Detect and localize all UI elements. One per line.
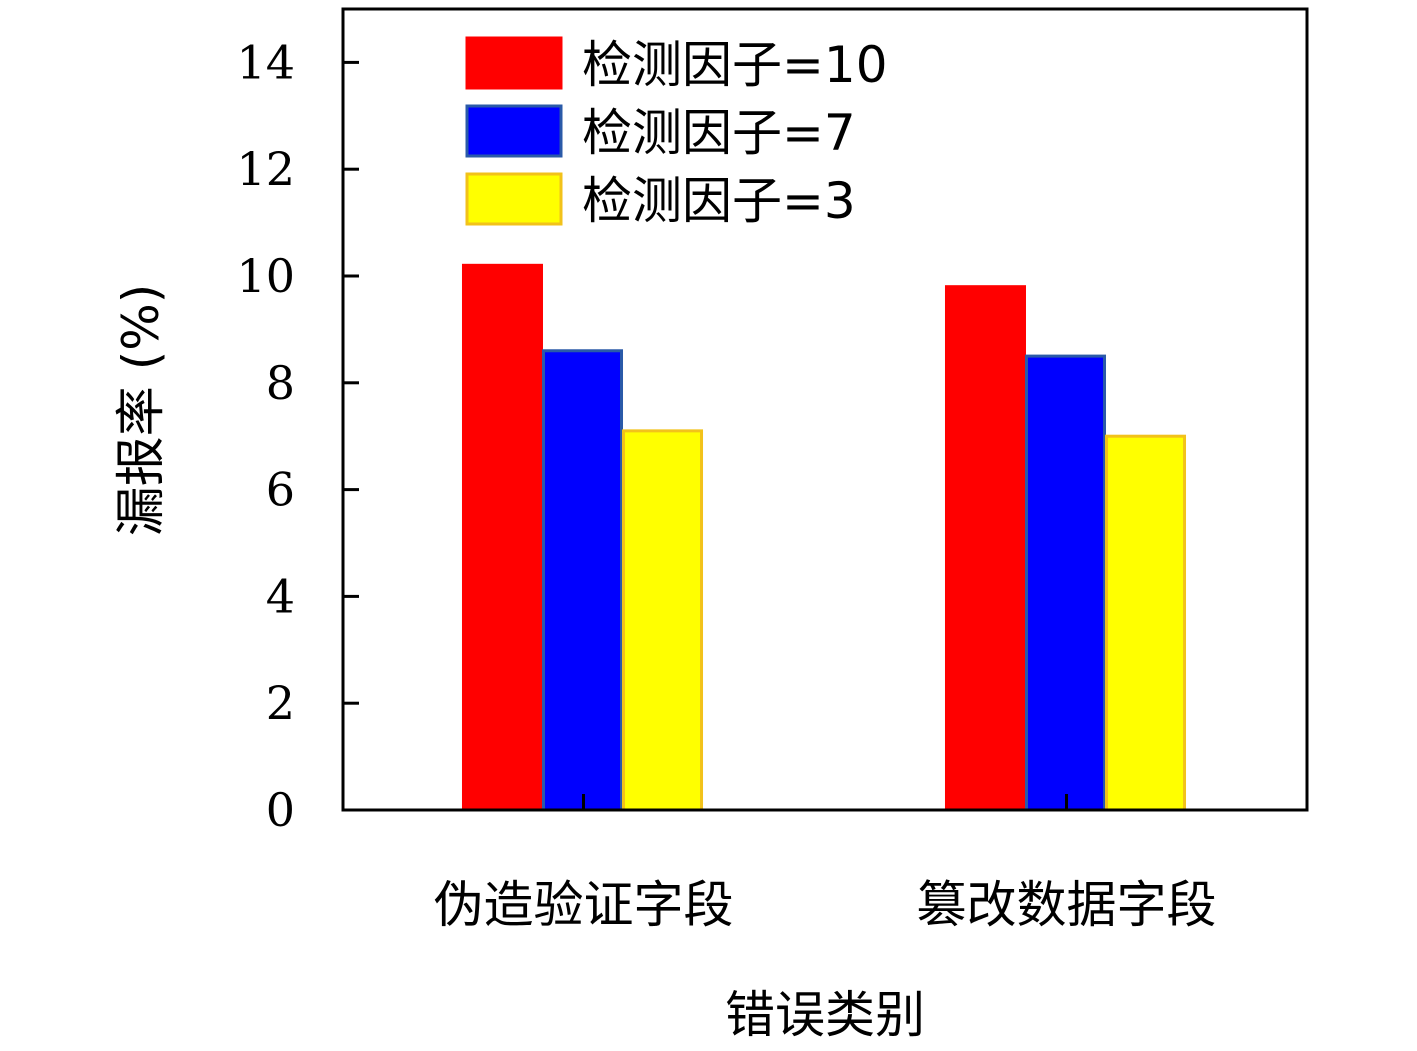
bar: [541, 349, 624, 812]
legend-swatch: [465, 104, 563, 158]
legend-label: 检测因子=3: [582, 172, 856, 230]
legend-swatch: [465, 36, 563, 90]
legend-label: 检测因子=10: [582, 36, 888, 94]
x-axis-label: 错误类别: [725, 986, 925, 1044]
bar: [1024, 354, 1107, 812]
y-tick-label: 6: [266, 463, 295, 517]
y-tick-label: 14: [236, 35, 295, 89]
y-tick-label: 12: [236, 142, 295, 196]
plot-frame: [341, 7, 1309, 812]
y-tick-label: 4: [266, 569, 295, 623]
x-tick-label: 篡改数据字段: [917, 876, 1217, 934]
bars-layer: [461, 263, 1187, 812]
bar: [1105, 434, 1187, 812]
x-tick-label: 伪造验证字段: [434, 876, 734, 934]
y-tick-label: 8: [266, 356, 295, 410]
bar: [622, 429, 704, 812]
y-axis-tick-labels: 0 2 4 6 8 10 12 14: [236, 35, 295, 837]
y-axis-label: 漏报率 (%): [112, 284, 170, 536]
x-axis-category-labels: 伪造验证字段 篡改数据字段: [434, 876, 1217, 934]
legend-label: 检测因子=7: [582, 104, 856, 162]
y-tick-label: 2: [266, 676, 295, 730]
y-tick-label: 0: [266, 783, 295, 837]
legend: 检测因子=10 检测因子=7 检测因子=3: [465, 36, 888, 230]
bar: [461, 263, 543, 812]
y-axis-ticks: [343, 60, 1068, 812]
y-tick-label: 10: [236, 249, 295, 303]
bar: [944, 285, 1026, 812]
legend-swatch: [465, 172, 563, 226]
